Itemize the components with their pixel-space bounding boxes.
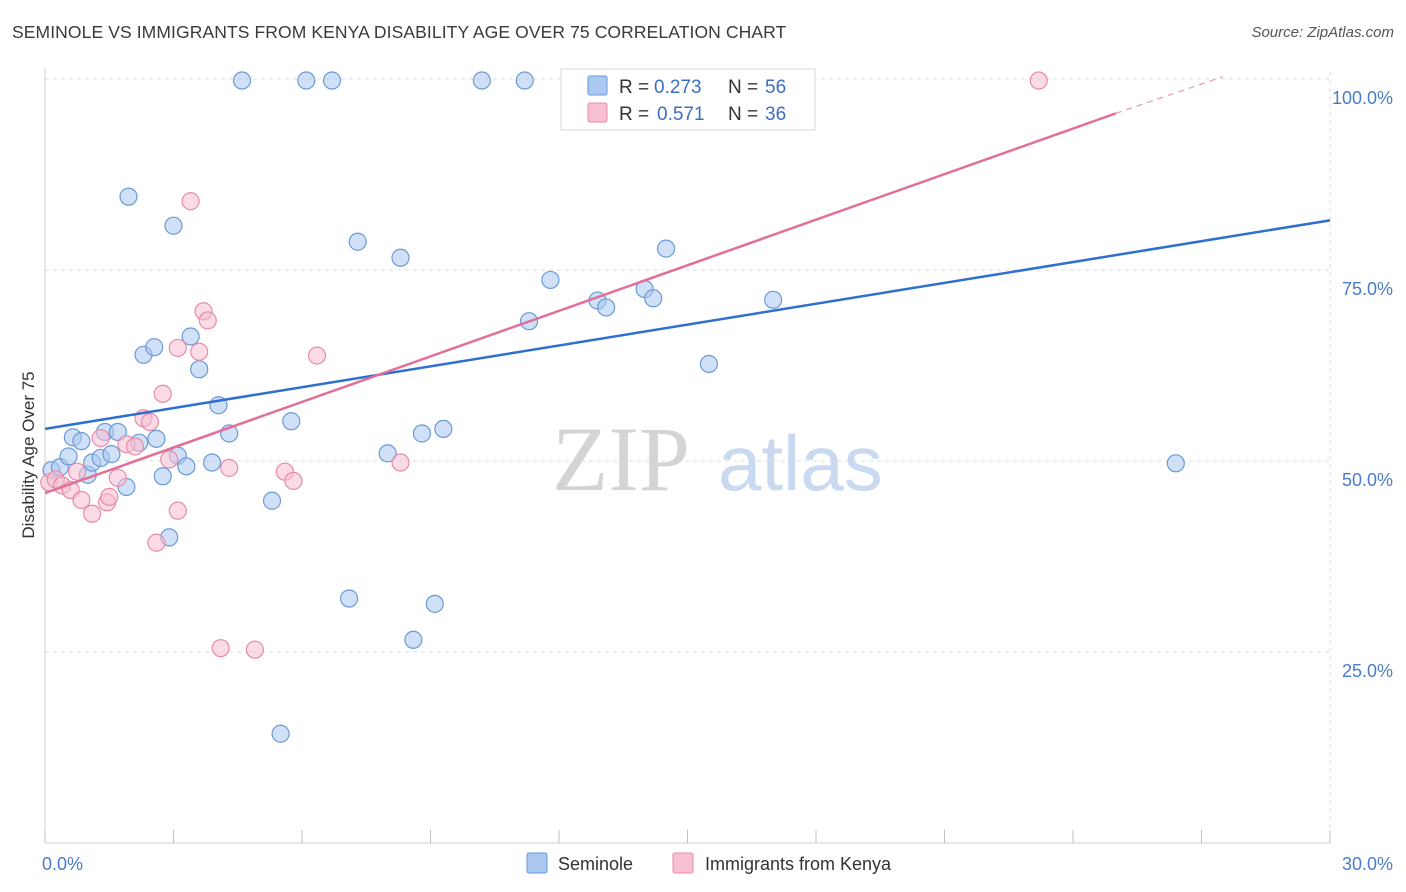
seminole-point [232,71,252,90]
kenya-trend-extension [1115,76,1224,114]
seminole-point [412,424,432,443]
seminole-point [164,216,183,235]
legend-n-label-seminole: N = [728,77,758,98]
trend-lines [44,76,1331,495]
seminole-point [322,71,342,90]
seminole-point [102,445,121,464]
bottom-legend: Seminole Immigrants from Kenya [526,852,892,874]
bottom-legend-swatch-seminole [526,852,548,874]
kenya-point [147,533,166,552]
kenya-point [168,501,187,520]
seminole-point [153,467,172,486]
kenya-point [168,338,187,358]
kenya-point [140,412,160,432]
seminole-point [644,289,663,308]
kenya-point [284,471,303,490]
x-tick-label-min: 0.0% [42,854,83,874]
seminole-point [271,724,290,743]
seminole-point [699,354,719,374]
legend-n-value-seminole: 56 [765,77,786,98]
watermark-zip: ZIP [552,408,690,510]
kenya-point [181,192,200,211]
x-tick-labels: 0.0% 30.0% [42,854,1393,874]
kenya-point [68,462,87,481]
seminole-point [119,187,138,206]
seminole-point [541,270,560,290]
seminole-point [348,232,367,251]
kenya-trend-line [44,112,1117,495]
axes [44,68,1331,844]
kenya-point [245,640,264,659]
kenya-points [40,71,1048,659]
kenya-point [211,639,230,658]
legend-r-label-seminole: R = [619,77,649,98]
seminole-point [59,447,78,466]
y-tick-labels: 25.0% 50.0% 75.0% 100.0% [1332,88,1393,681]
legend-swatch-kenya [587,102,608,123]
seminole-point [147,429,166,448]
bottom-legend-label-kenya: Immigrants from Kenya [705,854,892,874]
seminole-point [1166,454,1185,473]
seminole-point [262,491,282,510]
kenya-point [125,437,145,456]
kenya-point [91,428,110,448]
kenya-point [108,468,127,487]
y-tick-label: 50.0% [1342,470,1393,490]
y-tick-label: 100.0% [1332,88,1393,108]
seminole-point [181,327,200,346]
source-label: Source: ZipAtlas.com [1251,24,1394,41]
kenya-point [100,487,119,507]
kenya-point [160,450,179,469]
seminole-point [340,589,359,608]
legend-swatch-seminole [587,75,608,96]
seminole-point [177,457,196,476]
seminole-point [391,248,410,267]
kenya-point [307,346,327,365]
seminole-point [472,71,491,90]
y-tick-label: 25.0% [1342,661,1393,681]
seminole-trend-line [44,219,1331,431]
seminole-point [202,453,222,472]
bottom-legend-label-seminole: Seminole [558,854,633,874]
seminole-point [297,71,316,90]
seminole-point [145,338,164,357]
seminole-point [425,594,444,613]
bottom-legend-swatch-kenya [672,852,694,874]
seminole-point [434,419,453,439]
watermark-atlas: atlas [718,419,883,507]
legend-r-label-kenya: R = [619,104,649,125]
watermark: ZIP atlas [552,408,883,510]
seminole-point [190,360,209,379]
kenya-point [190,342,209,361]
y-tick-label: 75.0% [1342,279,1393,299]
chart-title: SEMINOLE VS IMMIGRANTS FROM KENYA DISABI… [12,22,787,42]
seminole-point [597,298,616,317]
kenya-point [1029,71,1048,90]
y-axis-title: Disability Age Over 75 [19,371,38,538]
seminole-point [72,432,91,451]
kenya-point [83,504,102,523]
seminole-point [378,444,397,463]
x-tick-label-max: 30.0% [1342,854,1393,874]
kenya-point [391,453,410,472]
seminole-point [764,290,783,309]
seminole-point [656,239,676,258]
legend-n-label-kenya: N = [728,104,758,125]
legend-r-value-kenya: 0.571 [657,104,705,125]
legend-r-value-seminole: 0.273 [654,77,702,98]
legend: R = 0.273 N = 56 R = 0.571 N = 36 [560,68,816,131]
kenya-point [220,458,239,477]
seminole-point [515,71,534,90]
kenya-point [72,490,91,510]
legend-n-value-kenya: 36 [765,104,786,125]
kenya-point [153,384,172,403]
seminole-point [404,630,423,649]
kenya-point [198,311,217,330]
seminole-point [282,412,301,431]
